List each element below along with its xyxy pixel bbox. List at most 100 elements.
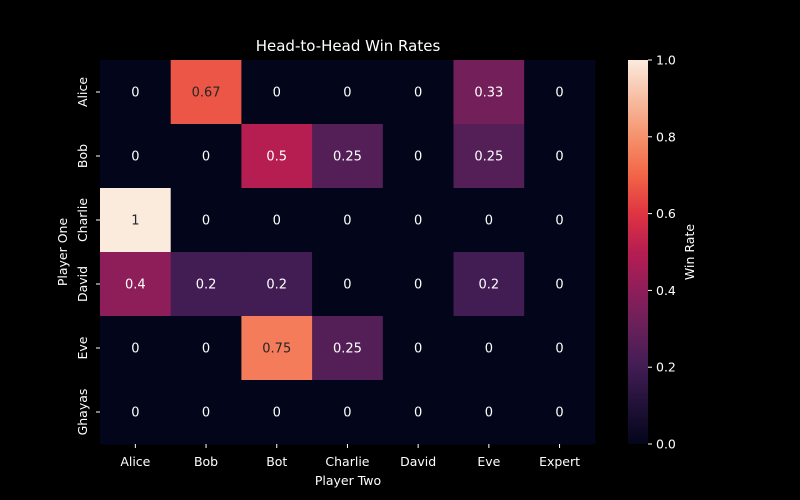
cell-value-label: 0.2 — [196, 278, 217, 293]
colorbar-gradient — [628, 60, 648, 444]
heatmap-cell — [312, 124, 384, 189]
heatmap-cell — [312, 60, 384, 125]
heatmap-cell — [100, 188, 172, 253]
cell-value-label: 0 — [414, 406, 422, 421]
cell-value-label: 0 — [273, 406, 281, 421]
heatmap-cell — [524, 60, 596, 125]
heatmap-cell — [524, 380, 596, 445]
heatmap-cell — [100, 252, 172, 317]
heatmap-cell — [241, 124, 313, 189]
x-axis-label: Player Two — [315, 473, 381, 488]
heatmap-cell — [170, 188, 242, 253]
colorbar-tick-label: 0.4 — [656, 283, 676, 298]
heatmap-cell — [382, 60, 454, 125]
heatmap-cell — [453, 188, 525, 253]
cell-value-label: 0 — [202, 342, 210, 357]
cell-value-label: 0.25 — [333, 150, 362, 165]
cell-value-label: 0 — [343, 406, 351, 421]
cell-value-label: 0.75 — [262, 342, 291, 357]
heatmap-cell — [100, 60, 172, 125]
heatmap-cell — [524, 124, 596, 189]
heatmap-cell — [453, 252, 525, 317]
colorbar-tick-label: 1.0 — [656, 53, 676, 68]
x-tick-label: Expert — [539, 454, 580, 469]
heatmap-cell — [312, 252, 384, 317]
colorbar-label: Win Rate — [682, 224, 697, 280]
cell-value-label: 0.4 — [125, 278, 146, 293]
cell-value-label: 0 — [131, 86, 139, 101]
cell-value-label: 0 — [202, 214, 210, 229]
cell-value-label: 0.67 — [192, 86, 221, 101]
heatmap-cell — [100, 380, 172, 445]
cell-value-label: 0 — [485, 342, 493, 357]
heatmap-cell — [170, 60, 242, 125]
colorbar: 0.0 0.2 0.4 0.6 0.8 1.0 Win Rate — [628, 53, 697, 452]
heatmap-cell — [453, 380, 525, 445]
cell-value-label: 0 — [131, 150, 139, 165]
cell-value-label: 0 — [202, 150, 210, 165]
x-tick-label: Eve — [477, 454, 500, 469]
cell-value-label: 0 — [273, 214, 281, 229]
y-tick-label: David — [75, 266, 90, 302]
heatmap-cell — [312, 380, 384, 445]
cell-value-label: 0 — [414, 214, 422, 229]
cell-value-label: 0 — [273, 86, 281, 101]
heatmap-cell — [453, 124, 525, 189]
colorbar-tick-label: 0.2 — [656, 360, 676, 375]
heatmap-cell — [241, 60, 313, 125]
heatmap-cell — [524, 252, 596, 317]
cell-value-label: 0 — [131, 406, 139, 421]
cell-value-label: 0 — [555, 278, 563, 293]
cell-value-label: 0 — [414, 150, 422, 165]
y-tick-label: Charlie — [75, 198, 90, 242]
cell-value-label: 0 — [343, 278, 351, 293]
cell-value-label: 0 — [555, 150, 563, 165]
cell-value-label: 0 — [343, 86, 351, 101]
cell-value-label: 0 — [131, 342, 139, 357]
heatmap-cell — [170, 380, 242, 445]
cell-value-label: 1 — [131, 214, 139, 229]
heatmap-cell — [524, 316, 596, 381]
y-tick-label: Bob — [75, 144, 90, 168]
x-tick-label: Alice — [120, 454, 150, 469]
cell-value-label: 0.25 — [474, 150, 503, 165]
heatmap-cell — [100, 316, 172, 381]
cell-value-label: 0.33 — [474, 86, 503, 101]
x-tick-label: David — [400, 454, 436, 469]
y-axis-label: Player One — [55, 218, 70, 287]
colorbar-tick-label: 0.6 — [656, 206, 676, 221]
heatmap-cell — [382, 188, 454, 253]
colorbar-ticks: 0.0 0.2 0.4 0.6 0.8 1.0 — [648, 53, 676, 452]
heatmap-cell-labels: 0 0.67 0 0 0 0.33 0 0 0 0.5 0.25 0 0.25 0 1 0 0 0 0 0 0 0.4 0.… — [125, 86, 564, 421]
cell-value-label: 0 — [202, 406, 210, 421]
heatmap-cell — [312, 188, 384, 253]
heatmap-cell — [382, 124, 454, 189]
x-axis-ticks: Alice Bob Bot Charlie David Eve Expert — [120, 444, 580, 469]
x-tick-label: Bob — [194, 454, 218, 469]
cell-value-label: 0 — [555, 86, 563, 101]
cell-value-label: 0 — [414, 86, 422, 101]
y-axis-ticks: Alice Bob Charlie David Eve Ghayas — [75, 77, 100, 436]
heatmap-cell — [453, 60, 525, 125]
heatmap-cell — [241, 380, 313, 445]
heatmap-cell — [100, 124, 172, 189]
heatmap-cell — [241, 188, 313, 253]
y-tick-label: Eve — [75, 336, 90, 359]
heatmap-cell — [312, 316, 384, 381]
y-tick-label: Ghayas — [75, 389, 90, 436]
heatmap-cell — [382, 380, 454, 445]
x-tick-label: Bot — [266, 454, 287, 469]
heatmap-cell — [453, 316, 525, 381]
y-tick-label: Alice — [75, 77, 90, 107]
heatmap-cell — [241, 252, 313, 317]
heatmap-cell — [524, 188, 596, 253]
cell-value-label: 0.2 — [266, 278, 287, 293]
cell-value-label: 0 — [555, 342, 563, 357]
colorbar-tick-label: 0.0 — [656, 437, 676, 452]
cell-value-label: 0 — [555, 406, 563, 421]
cell-value-label: 0 — [485, 214, 493, 229]
cell-value-label: 0.2 — [479, 278, 500, 293]
heatmap-cell — [170, 316, 242, 381]
cell-value-label: 0 — [485, 406, 493, 421]
